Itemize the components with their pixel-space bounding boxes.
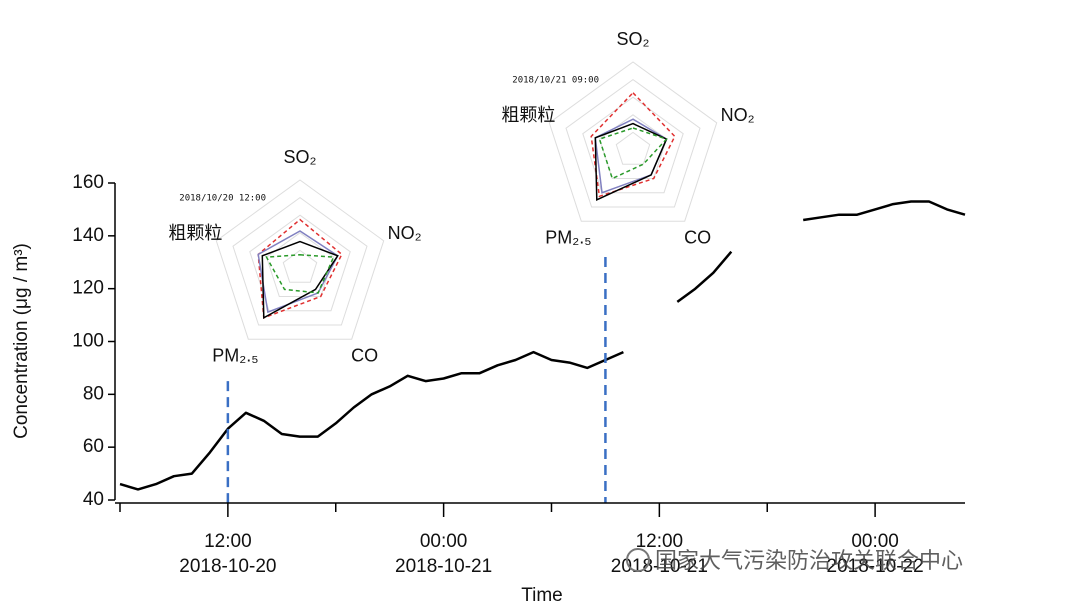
y-tick-label: 100 — [72, 331, 104, 352]
y-tick-label: 160 — [72, 172, 104, 193]
radar-grid — [215, 179, 385, 340]
watermark-text: 国家大气污染防治攻关联合中心 — [655, 548, 963, 573]
x-tick-label: 12:00 — [204, 531, 252, 552]
watermark-icon — [626, 548, 650, 572]
y-axis-title: Concentration (μg / m³) — [11, 243, 32, 439]
radar-series — [257, 218, 343, 319]
radar-title: 2018/10/20 12:00 — [179, 194, 266, 204]
x-tick-date: 2018-10-22 — [827, 556, 924, 577]
radar: SO₂ NO₂ CO PM₂.₅ 粗颗粒 2018/10/20 12:00 — [168, 147, 421, 366]
radar-series — [594, 118, 668, 194]
radar-axis-label: SO₂ — [617, 29, 650, 49]
radar: SO₂ NO₂ CO PM₂.₅ 粗颗粒 2018/10/21 09:00 — [501, 29, 754, 248]
radar-title: 2018/10/21 09:00 — [512, 76, 599, 86]
y-tick-label: 60 — [83, 436, 104, 457]
y-tick-label: 120 — [72, 278, 104, 299]
radar-grid — [232, 196, 368, 326]
radar-axis-label: 粗颗粒 — [501, 105, 555, 125]
radar-series — [598, 127, 668, 180]
y-tick-label: 140 — [72, 225, 104, 246]
watermark: 国家大气污染防治攻关联合中心 — [626, 548, 963, 573]
x-tick-label: 12:00 — [636, 531, 684, 552]
radar-grid — [582, 96, 684, 194]
x-tick-date: 2018-10-20 — [179, 556, 276, 577]
y-tick-label: 80 — [83, 383, 104, 404]
radar-axis-label: SO₂ — [284, 147, 317, 167]
radar-axis-label: PM₂.₅ — [545, 228, 591, 248]
radar-axis-label: CO — [351, 346, 378, 366]
radar-grid — [282, 249, 318, 283]
radar-grid — [565, 78, 701, 208]
x-tick-label: 00:00 — [851, 531, 899, 552]
radar-grid — [265, 232, 335, 297]
radar-axis-label: NO₂ — [388, 223, 422, 243]
radar-grid — [548, 61, 718, 222]
data-line — [119, 200, 966, 491]
radar-axis-label: NO₂ — [721, 105, 755, 125]
radar-axis-label: PM₂.₅ — [212, 346, 258, 366]
radar-grid — [249, 214, 351, 312]
x-tick-date: 2018-10-21 — [395, 556, 492, 577]
x-axis-title: Time — [521, 585, 563, 606]
x-tick-date: 2018-10-21 — [611, 556, 708, 577]
radar-axis-label: CO — [684, 228, 711, 248]
radar-series — [265, 254, 335, 294]
y-tick-label: 40 — [83, 489, 104, 510]
radar-series — [590, 91, 676, 198]
radar-axis-label: 粗颗粒 — [168, 223, 222, 243]
radar-series — [261, 240, 339, 320]
x-tick-label: 00:00 — [420, 531, 468, 552]
radar-grid — [615, 131, 651, 165]
